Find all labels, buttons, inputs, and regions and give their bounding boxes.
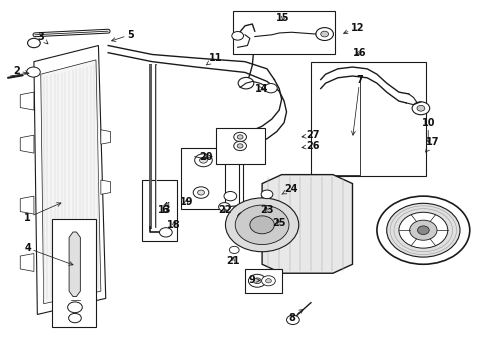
- Text: 12: 12: [343, 23, 364, 33]
- Text: 20: 20: [199, 152, 213, 162]
- Polygon shape: [20, 135, 34, 153]
- Circle shape: [237, 144, 243, 148]
- Circle shape: [238, 212, 249, 221]
- Bar: [216, 128, 265, 164]
- Text: 16: 16: [353, 48, 367, 58]
- Circle shape: [199, 157, 207, 163]
- Circle shape: [26, 67, 40, 77]
- Text: 22: 22: [219, 206, 232, 216]
- Bar: [181, 148, 225, 209]
- Circle shape: [197, 190, 204, 195]
- Circle shape: [412, 102, 430, 115]
- Circle shape: [321, 31, 329, 37]
- Text: 15: 15: [276, 13, 290, 23]
- Circle shape: [287, 315, 299, 324]
- Polygon shape: [69, 232, 80, 297]
- Text: 21: 21: [226, 256, 240, 266]
- Text: 14: 14: [255, 84, 269, 94]
- Polygon shape: [20, 253, 34, 271]
- Circle shape: [68, 302, 82, 313]
- Text: 6: 6: [161, 202, 168, 216]
- Text: 19: 19: [180, 197, 193, 207]
- Circle shape: [232, 32, 244, 40]
- Circle shape: [266, 279, 271, 283]
- Text: 18: 18: [168, 220, 181, 230]
- Bar: [143, 180, 176, 241]
- Circle shape: [417, 226, 429, 234]
- Circle shape: [219, 203, 230, 211]
- Text: 2: 2: [13, 66, 29, 76]
- Text: 10: 10: [421, 118, 435, 142]
- Circle shape: [234, 141, 246, 150]
- Text: 4: 4: [24, 243, 73, 265]
- Text: 9: 9: [249, 275, 260, 285]
- Text: 11: 11: [206, 53, 222, 65]
- Circle shape: [250, 216, 274, 234]
- Circle shape: [234, 132, 246, 141]
- Circle shape: [229, 246, 239, 253]
- Circle shape: [193, 187, 209, 198]
- Bar: [52, 220, 96, 327]
- Text: 24: 24: [282, 184, 298, 194]
- Polygon shape: [20, 196, 34, 214]
- Circle shape: [27, 39, 40, 48]
- Circle shape: [399, 212, 448, 248]
- Circle shape: [159, 228, 172, 237]
- Circle shape: [316, 28, 333, 41]
- Circle shape: [253, 278, 261, 284]
- Circle shape: [262, 276, 275, 286]
- Text: 26: 26: [302, 141, 320, 151]
- Text: 23: 23: [260, 206, 274, 216]
- Text: 17: 17: [426, 138, 440, 152]
- Circle shape: [235, 205, 289, 244]
- Polygon shape: [20, 92, 34, 110]
- Bar: [311, 62, 426, 176]
- Text: 1: 1: [24, 203, 61, 222]
- Circle shape: [224, 192, 237, 201]
- Text: 5: 5: [112, 30, 134, 41]
- Text: 7: 7: [351, 75, 363, 135]
- Polygon shape: [101, 130, 111, 144]
- Bar: [245, 269, 282, 293]
- Text: 3: 3: [37, 32, 48, 44]
- Circle shape: [238, 77, 254, 89]
- Polygon shape: [34, 45, 106, 315]
- Bar: [233, 12, 335, 54]
- Circle shape: [417, 105, 425, 111]
- Text: 8: 8: [288, 310, 303, 323]
- Circle shape: [387, 203, 460, 257]
- Circle shape: [195, 154, 212, 167]
- Circle shape: [225, 198, 299, 252]
- Polygon shape: [41, 60, 101, 304]
- Text: 13: 13: [158, 202, 171, 216]
- Circle shape: [248, 274, 266, 287]
- Circle shape: [69, 314, 81, 323]
- Polygon shape: [101, 180, 111, 194]
- Polygon shape: [262, 175, 352, 273]
- Text: 25: 25: [272, 218, 286, 228]
- Circle shape: [237, 135, 243, 139]
- Circle shape: [265, 84, 277, 93]
- Circle shape: [410, 220, 437, 240]
- Text: 27: 27: [302, 130, 320, 140]
- Circle shape: [261, 190, 273, 199]
- Circle shape: [377, 196, 470, 264]
